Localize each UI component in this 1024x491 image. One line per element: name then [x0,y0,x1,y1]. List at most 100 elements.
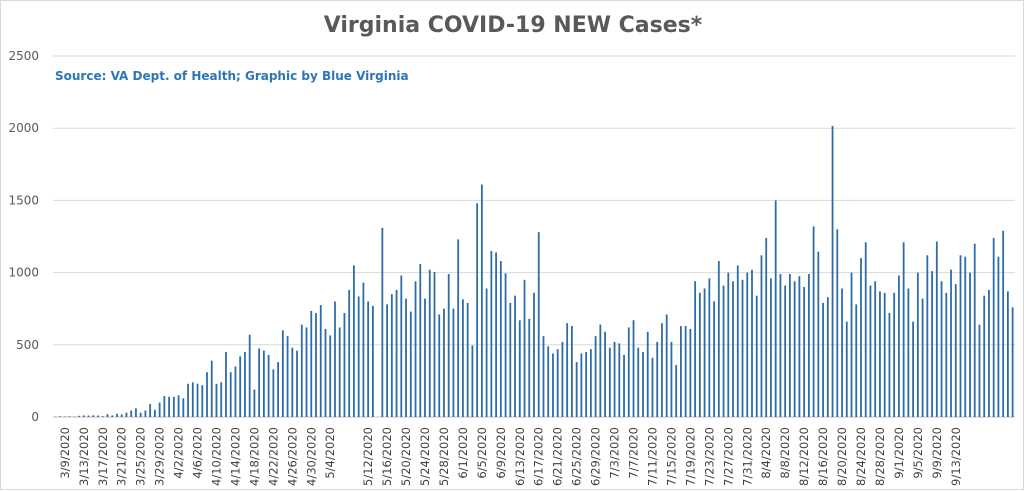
bar [642,352,644,417]
bar [220,382,222,417]
bar [585,352,587,417]
x-tick-label: 8/4/2020 [759,427,773,479]
x-tick-label: 6/17/2020 [532,427,546,486]
bar [230,372,232,417]
x-tick-label: 4/26/2020 [285,427,299,486]
bar [448,274,450,417]
bar [708,278,710,417]
bar [893,293,895,417]
bar [211,361,213,417]
bar [325,329,327,417]
bar [514,296,516,417]
bar [784,286,786,417]
bar [685,326,687,417]
bar [704,288,706,417]
x-tick-label: 6/9/2020 [494,427,508,479]
bar [519,320,521,417]
x-tick-label: 6/5/2020 [475,427,489,479]
bar [268,355,270,417]
bar [680,326,682,417]
bar [301,325,303,417]
bar [126,413,128,417]
bar [590,349,592,417]
bar [898,275,900,417]
bar [941,281,943,417]
bar [310,311,312,417]
bar [296,351,298,417]
bar [798,276,800,417]
bar [699,293,701,417]
bar [998,257,1000,417]
bar [718,261,720,417]
bar [149,404,151,417]
bar [111,415,113,417]
bar [1012,307,1014,417]
bar [675,365,677,417]
bar [182,398,184,417]
x-tick-label: 8/12/2020 [797,427,811,486]
bar [623,355,625,417]
x-tick-label: 9/13/2020 [949,427,963,486]
bar [628,327,630,417]
bar [661,323,663,417]
x-tick-label: 4/6/2020 [191,427,205,479]
bar [993,238,995,417]
x-tick-label: 4/30/2020 [304,427,318,486]
bar [381,228,383,417]
bar [780,274,782,417]
bar [59,416,61,417]
bar [543,336,545,417]
bar [88,416,90,417]
x-tick-label: 4/10/2020 [210,427,224,486]
bar [320,305,322,417]
bar [168,397,170,417]
bar [571,326,573,417]
bar [836,229,838,417]
x-tick-label: 6/21/2020 [551,427,565,486]
x-tick-label: 5/12/2020 [361,427,375,486]
bar [841,288,843,417]
bar [415,281,417,417]
bar [964,257,966,417]
bar [457,239,459,417]
bar [197,384,199,417]
bar [178,395,180,417]
bar [462,299,464,417]
bar [92,415,94,417]
bar [671,342,673,417]
y-tick-label: 1000 [8,266,39,280]
bar [803,287,805,417]
bar [495,252,497,417]
bar [277,362,279,417]
bar [410,312,412,417]
bar [912,322,914,417]
bar [870,286,872,417]
bar [727,273,729,417]
x-tick-label: 9/1/2020 [892,427,906,479]
bar [490,251,492,417]
bar [334,301,336,417]
bar [922,299,924,417]
bar [201,385,203,417]
bar [187,384,189,417]
x-tick-label: 6/29/2020 [589,427,603,486]
bar [486,288,488,417]
bar [732,281,734,417]
bars [54,126,1013,417]
x-tick-label: 3/9/2020 [58,427,72,479]
bar [955,284,957,417]
x-tick-label: 7/3/2020 [608,427,622,479]
y-tick-label: 2500 [8,49,39,63]
x-tick-label: 6/25/2020 [570,427,584,486]
bar [974,244,976,417]
bar [945,293,947,417]
bar [107,414,109,417]
x-tick-label: 9/9/2020 [930,427,944,479]
y-tick-label: 2000 [8,121,39,135]
bar [846,322,848,417]
bar [249,335,251,417]
bar [159,403,161,417]
bar [405,299,407,417]
